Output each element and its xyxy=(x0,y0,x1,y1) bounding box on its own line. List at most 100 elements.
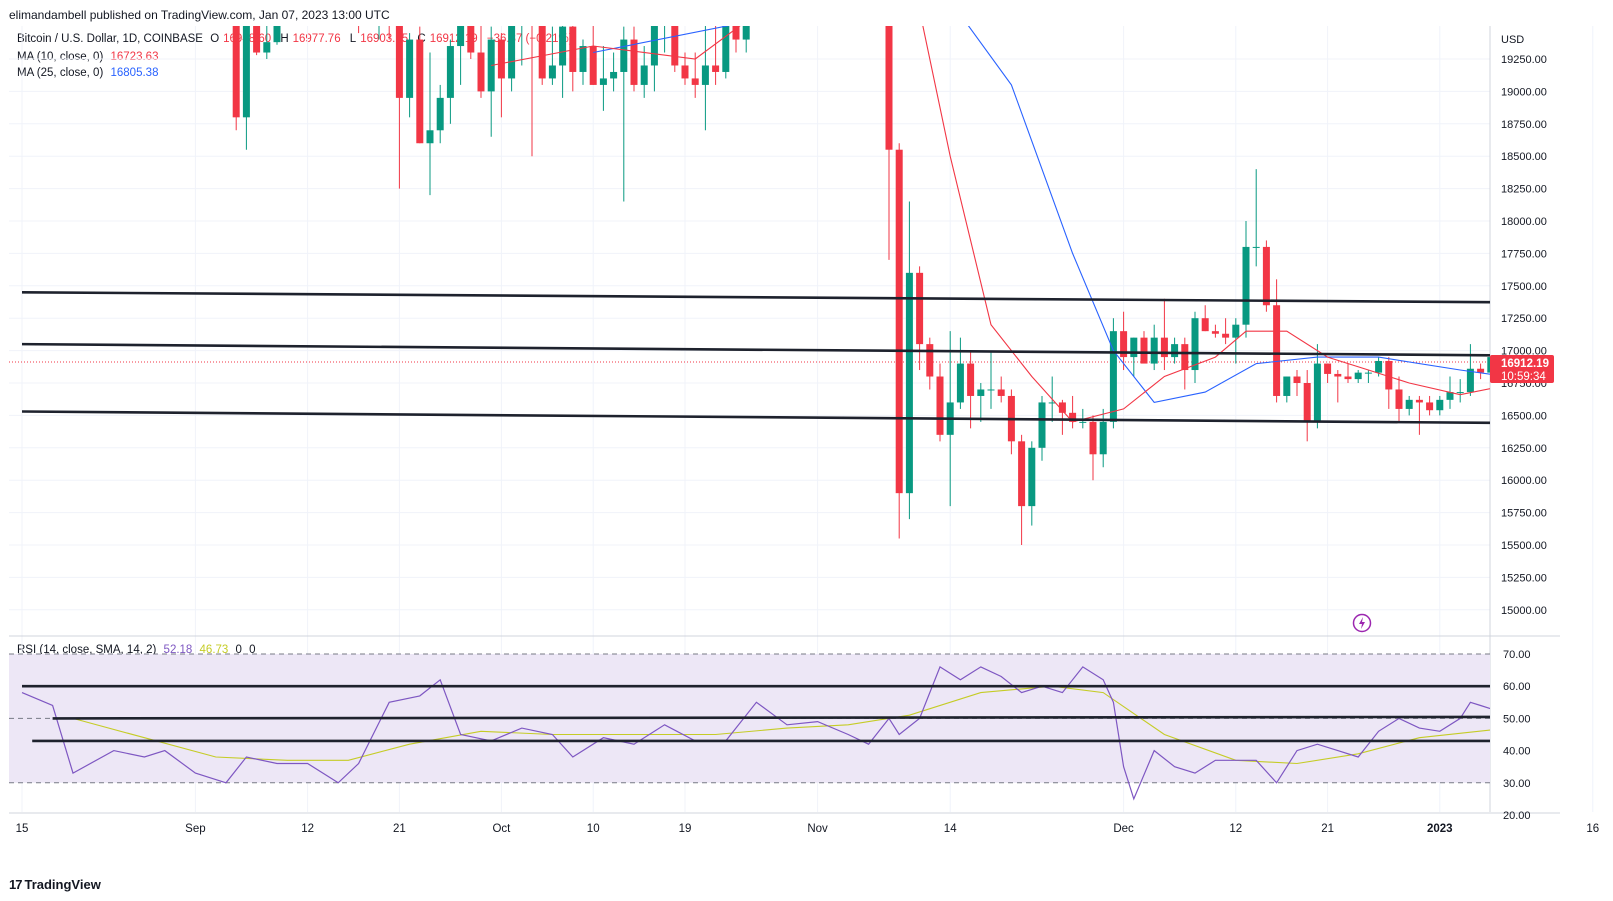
candle[interactable] xyxy=(1201,305,1209,332)
candle[interactable] xyxy=(273,0,281,45)
candle[interactable] xyxy=(977,383,985,422)
candle[interactable] xyxy=(1099,408,1107,468)
candle[interactable] xyxy=(457,0,465,85)
candle[interactable] xyxy=(1222,318,1230,345)
last-price-box[interactable] xyxy=(1490,354,1554,383)
candle[interactable] xyxy=(1160,298,1168,371)
symbol-name[interactable]: Bitcoin / U.S. Dollar, 1D, COINBASE xyxy=(17,33,203,45)
candle[interactable] xyxy=(640,46,648,98)
candle[interactable] xyxy=(548,26,556,85)
candle[interactable] xyxy=(1405,395,1413,416)
candle[interactable] xyxy=(376,0,383,40)
candle[interactable] xyxy=(1038,395,1046,461)
candle[interactable] xyxy=(1344,363,1352,383)
candle[interactable] xyxy=(1313,344,1321,429)
candle[interactable] xyxy=(242,1,250,150)
price-pane[interactable] xyxy=(9,0,1552,545)
candle[interactable] xyxy=(1069,395,1077,429)
candle[interactable] xyxy=(386,0,393,40)
candle[interactable] xyxy=(497,33,505,118)
trendline[interactable] xyxy=(21,342,1552,357)
candle[interactable] xyxy=(997,376,1005,403)
candle[interactable] xyxy=(1211,324,1219,338)
flash-icon[interactable] xyxy=(1352,613,1372,633)
rsi-pane[interactable] xyxy=(9,653,1613,801)
candle[interactable] xyxy=(691,52,699,98)
candle[interactable] xyxy=(477,7,485,98)
candle[interactable] xyxy=(446,39,454,124)
candle[interactable] xyxy=(630,26,638,92)
rsi-trendline[interactable] xyxy=(52,715,1613,720)
rsi-legend[interactable]: RSI (14, close, SMA, 14, 2) 52.18 46.73 … xyxy=(17,644,260,656)
candle[interactable] xyxy=(518,0,525,66)
candle[interactable] xyxy=(1242,221,1250,338)
candle[interactable] xyxy=(1324,363,1332,383)
candle[interactable] xyxy=(232,0,240,131)
candle[interactable] xyxy=(529,0,536,157)
candle[interactable] xyxy=(1028,441,1036,526)
candle[interactable] xyxy=(701,14,709,131)
candle[interactable] xyxy=(742,0,750,53)
candle[interactable] xyxy=(263,1,271,59)
candle[interactable] xyxy=(1171,337,1179,364)
candle[interactable] xyxy=(365,0,372,14)
candle[interactable] xyxy=(1181,337,1189,390)
candle[interactable] xyxy=(722,1,730,79)
candle[interactable] xyxy=(1109,318,1117,429)
candle[interactable] xyxy=(1303,370,1311,442)
candle[interactable] xyxy=(956,337,964,409)
candle[interactable] xyxy=(1120,311,1128,371)
candle[interactable] xyxy=(406,33,414,118)
candle[interactable] xyxy=(1252,169,1260,267)
candle[interactable] xyxy=(916,266,924,371)
candle[interactable] xyxy=(610,52,618,92)
candle[interactable] xyxy=(620,26,628,202)
candle[interactable] xyxy=(1487,344,1494,383)
candle[interactable] xyxy=(579,39,587,85)
candle[interactable] xyxy=(1385,357,1393,409)
candle[interactable] xyxy=(661,0,668,53)
candle[interactable] xyxy=(355,0,362,34)
candle[interactable] xyxy=(671,0,679,72)
candle[interactable] xyxy=(1456,379,1464,403)
candle[interactable] xyxy=(732,1,740,53)
candle[interactable] xyxy=(967,350,975,429)
candle[interactable] xyxy=(1436,395,1444,416)
candle[interactable] xyxy=(936,363,944,442)
candle[interactable] xyxy=(599,46,607,111)
candle[interactable] xyxy=(569,20,577,92)
candle[interactable] xyxy=(1130,337,1138,377)
candle[interactable] xyxy=(905,201,913,520)
candle[interactable] xyxy=(1018,434,1026,545)
candle[interactable] xyxy=(712,20,720,85)
candle[interactable] xyxy=(885,0,893,260)
candle[interactable] xyxy=(436,84,444,144)
ma10-legend[interactable]: MA (10, close, 0) 16723.63 xyxy=(17,51,162,63)
candle[interactable] xyxy=(395,0,403,189)
candle[interactable] xyxy=(1426,395,1434,416)
candle[interactable] xyxy=(1293,370,1301,396)
candle[interactable] xyxy=(589,0,597,85)
candle[interactable] xyxy=(508,14,516,92)
trendline[interactable] xyxy=(21,410,1532,425)
candle[interactable] xyxy=(1364,370,1372,383)
candle[interactable] xyxy=(538,0,546,85)
candle[interactable] xyxy=(487,26,495,137)
candle[interactable] xyxy=(559,20,567,98)
candle[interactable] xyxy=(1477,363,1485,380)
candle[interactable] xyxy=(1415,395,1423,435)
candle[interactable] xyxy=(1395,376,1403,422)
candles[interactable] xyxy=(232,0,1505,545)
candle[interactable] xyxy=(987,350,995,409)
tradingview-brand[interactable]: 17 TradingView xyxy=(9,877,101,892)
candle[interactable] xyxy=(895,143,903,539)
candle[interactable] xyxy=(416,26,424,144)
ma25-legend[interactable]: MA (25, close, 0) 16805.38 xyxy=(17,67,162,79)
candle[interactable] xyxy=(1150,324,1158,371)
candle[interactable] xyxy=(926,337,934,390)
candle[interactable] xyxy=(1089,415,1097,481)
candle[interactable] xyxy=(426,52,434,196)
candle[interactable] xyxy=(1191,311,1199,383)
trendline[interactable] xyxy=(21,290,1552,304)
